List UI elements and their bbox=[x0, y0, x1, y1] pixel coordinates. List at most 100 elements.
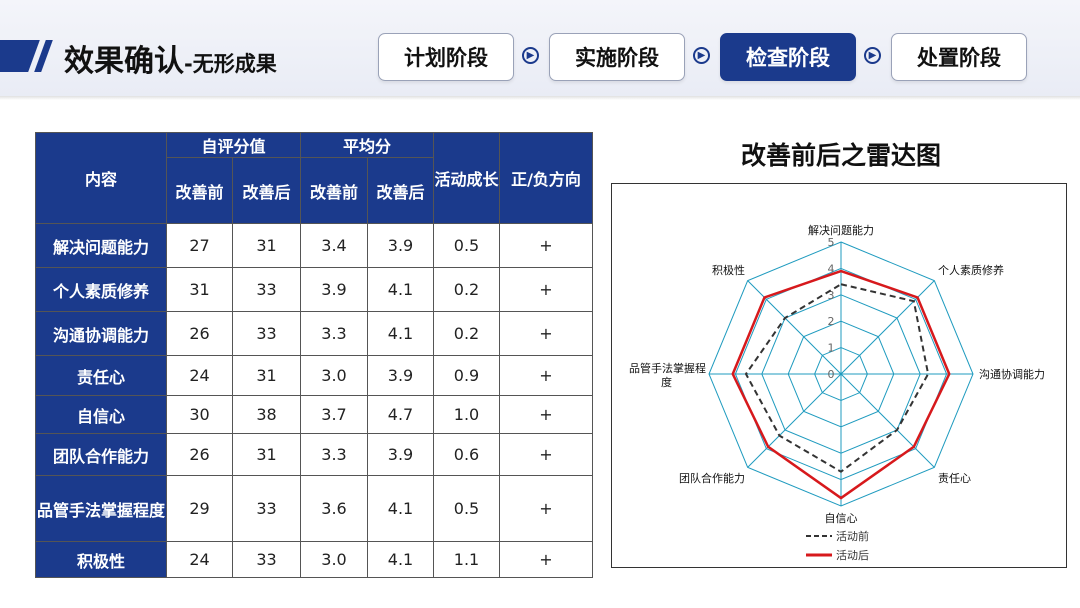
radar-tick-label: 5 bbox=[828, 236, 835, 249]
table-row: 解决问题能力 27 31 3.4 3.9 0.5 + bbox=[35, 223, 593, 268]
radar-series-before bbox=[744, 283, 930, 473]
cell-direction: + bbox=[499, 541, 593, 578]
cell-self-after: 31 bbox=[232, 433, 301, 476]
radar-category-label: 责任心 bbox=[938, 472, 971, 485]
chevron-right-icon: ▶ bbox=[522, 47, 539, 64]
table-row: 沟通协调能力 26 33 3.3 4.1 0.2 + bbox=[35, 311, 593, 356]
header-average: 平均分 bbox=[300, 132, 434, 158]
chevron-right-icon: ▶ bbox=[693, 47, 710, 64]
step-plan[interactable]: 计划阶段 bbox=[378, 33, 514, 81]
radar-tick-label: 2 bbox=[828, 315, 835, 328]
row-name: 团队合作能力 bbox=[35, 433, 167, 476]
cell-self-before: 29 bbox=[166, 475, 233, 542]
cell-self-before: 31 bbox=[166, 267, 233, 312]
cell-avg-after: 4.1 bbox=[367, 475, 434, 542]
radar-tick-label: 3 bbox=[828, 289, 835, 302]
radar-category-label: 积极性 bbox=[712, 263, 745, 277]
cell-avg-after: 4.1 bbox=[367, 541, 434, 578]
row-name: 积极性 bbox=[35, 541, 167, 578]
chart-title: 改善前后之雷达图 bbox=[740, 141, 941, 170]
legend-label: 活动后 bbox=[836, 549, 869, 562]
cell-avg-before: 3.7 bbox=[300, 395, 368, 434]
page-title-main: 效果确认 bbox=[64, 44, 184, 79]
radar-chart-frame bbox=[611, 183, 1067, 568]
cell-self-after: 31 bbox=[232, 223, 301, 268]
cell-direction: + bbox=[499, 267, 593, 312]
cell-self-after: 33 bbox=[232, 267, 301, 312]
table-row: 自信心 30 38 3.7 4.7 1.0 + bbox=[35, 395, 593, 434]
radar-tick-label: 0 bbox=[828, 368, 835, 381]
radar-category-label: 解决问题能力 bbox=[808, 223, 874, 237]
table-row: 责任心 24 31 3.0 3.9 0.9 + bbox=[35, 355, 593, 396]
cell-avg-before: 3.0 bbox=[300, 355, 368, 396]
table-row: 积极性 24 33 3.0 4.1 1.1 + bbox=[35, 541, 593, 578]
cell-self-before: 24 bbox=[166, 355, 233, 396]
cell-growth: 0.5 bbox=[433, 223, 500, 268]
cell-avg-after: 4.7 bbox=[367, 395, 434, 434]
cell-self-before: 27 bbox=[166, 223, 233, 268]
cell-avg-before: 3.3 bbox=[300, 311, 368, 356]
cell-avg-after: 3.9 bbox=[367, 355, 434, 396]
radar-tick-label: 1 bbox=[828, 342, 835, 355]
legend-label: 活动前 bbox=[836, 529, 869, 543]
row-name: 品管手法掌握程度 bbox=[35, 475, 167, 542]
radar-category-label: 品管手法掌握程度 bbox=[629, 361, 706, 389]
header-self-score: 自评分值 bbox=[166, 132, 301, 158]
cell-self-before: 30 bbox=[166, 395, 233, 434]
cell-direction: + bbox=[499, 311, 593, 356]
radar-spoke bbox=[840, 280, 935, 375]
radar-tick-label: 4 bbox=[828, 262, 835, 275]
radar-category-label: 自信心 bbox=[825, 512, 858, 525]
row-name: 自信心 bbox=[35, 395, 167, 434]
radar-category-label: 沟通协调能力 bbox=[979, 367, 1045, 381]
cell-avg-before: 3.3 bbox=[300, 433, 368, 476]
cell-growth: 0.5 bbox=[433, 475, 500, 542]
cell-avg-after: 3.9 bbox=[367, 223, 434, 268]
radar-series-after bbox=[731, 269, 951, 500]
cell-avg-before: 3.9 bbox=[300, 267, 368, 312]
cell-avg-before: 3.0 bbox=[300, 541, 368, 578]
cell-avg-after: 4.1 bbox=[367, 311, 434, 356]
evaluation-table: 内容 自评分值 平均分 活动成长 正/负方向 改善前 改善后 改善前 改善后 解… bbox=[35, 132, 593, 578]
row-name: 沟通协调能力 bbox=[35, 311, 167, 356]
step-act[interactable]: 处置阶段 bbox=[891, 33, 1027, 81]
row-name: 责任心 bbox=[35, 355, 167, 396]
table-row: 品管手法掌握程度 29 33 3.6 4.1 0.5 + bbox=[35, 475, 593, 542]
cell-self-after: 33 bbox=[232, 475, 301, 542]
cell-self-after: 38 bbox=[232, 395, 301, 434]
row-name: 个人素质修养 bbox=[35, 267, 167, 312]
cell-self-after: 33 bbox=[232, 311, 301, 356]
cell-growth: 1.1 bbox=[433, 541, 500, 578]
cell-self-after: 33 bbox=[232, 541, 301, 578]
cell-self-before: 26 bbox=[166, 311, 233, 356]
radar-spoke bbox=[840, 373, 935, 468]
header-content: 内容 bbox=[35, 132, 167, 224]
cell-growth: 0.2 bbox=[433, 267, 500, 312]
cell-avg-before: 3.4 bbox=[300, 223, 368, 268]
radar-category-label: 个人素质修养 bbox=[938, 263, 1004, 277]
header-avg-before: 改善前 bbox=[300, 157, 368, 224]
cell-self-before: 24 bbox=[166, 541, 233, 578]
cell-direction: + bbox=[499, 395, 593, 434]
step-implement[interactable]: 实施阶段 bbox=[549, 33, 685, 81]
row-name: 解决问题能力 bbox=[35, 223, 167, 268]
page-title: 效果确认-无形成果 bbox=[64, 36, 277, 80]
radar-category-label: 团队合作能力 bbox=[679, 471, 745, 485]
cell-avg-after: 4.1 bbox=[367, 267, 434, 312]
table-row: 团队合作能力 26 31 3.3 3.9 0.6 + bbox=[35, 433, 593, 476]
radar-spoke bbox=[747, 373, 842, 468]
step-check[interactable]: 检查阶段 bbox=[720, 33, 856, 81]
header-self-after: 改善后 bbox=[232, 157, 301, 224]
header-self-before: 改善前 bbox=[166, 157, 233, 224]
cell-direction: + bbox=[499, 355, 593, 396]
table-row: 个人素质修养 31 33 3.9 4.1 0.2 + bbox=[35, 267, 593, 312]
page-title-sub: -无形成果 bbox=[184, 52, 277, 76]
cell-direction: + bbox=[499, 475, 593, 542]
cell-direction: + bbox=[499, 433, 593, 476]
cell-growth: 0.9 bbox=[433, 355, 500, 396]
chevron-right-icon: ▶ bbox=[864, 47, 881, 64]
cell-direction: + bbox=[499, 223, 593, 268]
cell-growth: 0.6 bbox=[433, 433, 500, 476]
radar-spoke bbox=[747, 280, 842, 375]
